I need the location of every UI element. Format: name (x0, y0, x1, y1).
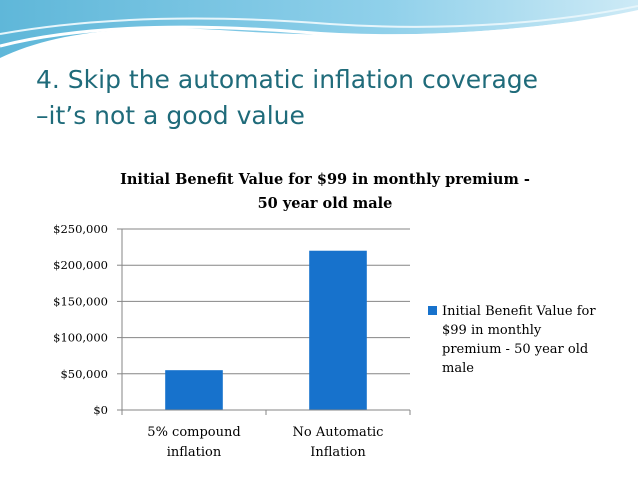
axis-labels: $0 $50,000 $100,000 $150,000 $200,000 $250,00… (53, 222, 383, 460)
bar (309, 250, 367, 410)
chart-title: Initial Benefit Value for $99 in monthly… (70, 168, 580, 216)
bar (165, 370, 223, 410)
y-tick-label: $50,000 (60, 367, 108, 381)
x-category-label: Inflation (310, 445, 366, 460)
chart-title-line-2: 50 year old male (257, 195, 393, 212)
bars (165, 250, 367, 410)
chart-title-line-1: Initial Benefit Value for $99 in monthly… (120, 171, 530, 188)
header-swoosh-decoration (0, 0, 638, 58)
x-category-label: No Automatic (293, 425, 384, 440)
legend-label-line-3: premium - 50 year old (442, 342, 589, 357)
slide-title-line-1: 4. Skip the automatic inflation coverage (36, 65, 539, 94)
y-tick-label: $250,000 (53, 222, 108, 236)
legend-label-line-1: Initial Benefit Value for (442, 304, 596, 319)
legend-swatch (428, 306, 437, 315)
legend: Initial Benefit Value for $99 in monthly… (428, 302, 628, 378)
x-category-label: 5% compound (147, 425, 240, 440)
legend-label-line-4: male (442, 361, 474, 376)
slide-title-line-2: –it’s not a good value (36, 101, 305, 130)
y-tick-label: $150,000 (53, 294, 108, 308)
y-tick-label: $0 (93, 403, 108, 417)
y-tick-label: $100,000 (53, 331, 108, 345)
y-tick-label: $200,000 (53, 258, 108, 272)
slide-title: 4. Skip the automatic inflation coverage… (36, 62, 626, 134)
axes (117, 228, 411, 415)
legend-label-line-2: $99 in monthly (442, 323, 542, 338)
x-category-label: inflation (167, 445, 222, 460)
legend-label: Initial Benefit Value for $99 in monthly… (442, 302, 614, 378)
